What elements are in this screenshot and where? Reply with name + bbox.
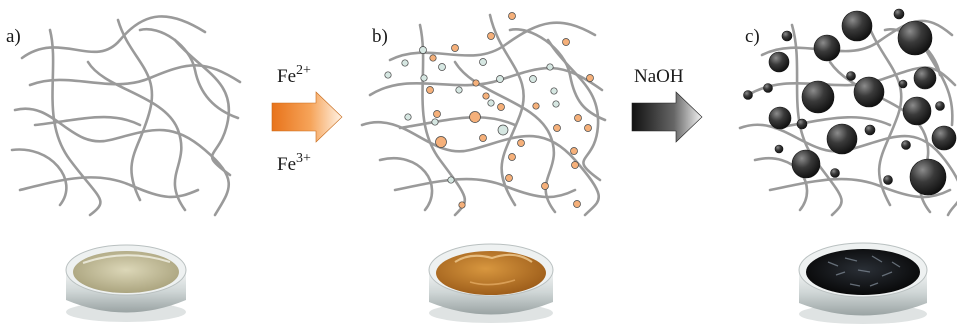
arrow1-top-label: Fe2+ [277,63,311,87]
dark-arrow-icon [631,91,703,143]
magnetic-nanoparticles [743,8,957,196]
arrow2-label: NaOH [634,66,684,87]
reaction-arrow-fe-ions: Fe2+ Fe3+ [271,63,343,175]
arrow1-bottom-label: Fe3+ [277,151,311,175]
orange-arrow-icon [271,91,343,143]
panel-b-label: b) [372,26,388,47]
petri-dish-orange-gel-icon [428,243,554,323]
reaction-arrow-naoh: NaOH [631,66,703,143]
iron-ions [384,12,594,209]
panel-b: b) [360,12,607,217]
petri-dish-clear-gel-icon [65,244,187,322]
panel-c: c) [738,8,957,217]
polymer-network-b [360,13,607,217]
panel-a: a) [6,15,242,217]
panel-c-label: c) [745,26,760,47]
panel-a-label: a) [6,26,21,47]
petri-dish-black-gel-icon [798,242,928,324]
polymer-network-a [10,15,242,217]
